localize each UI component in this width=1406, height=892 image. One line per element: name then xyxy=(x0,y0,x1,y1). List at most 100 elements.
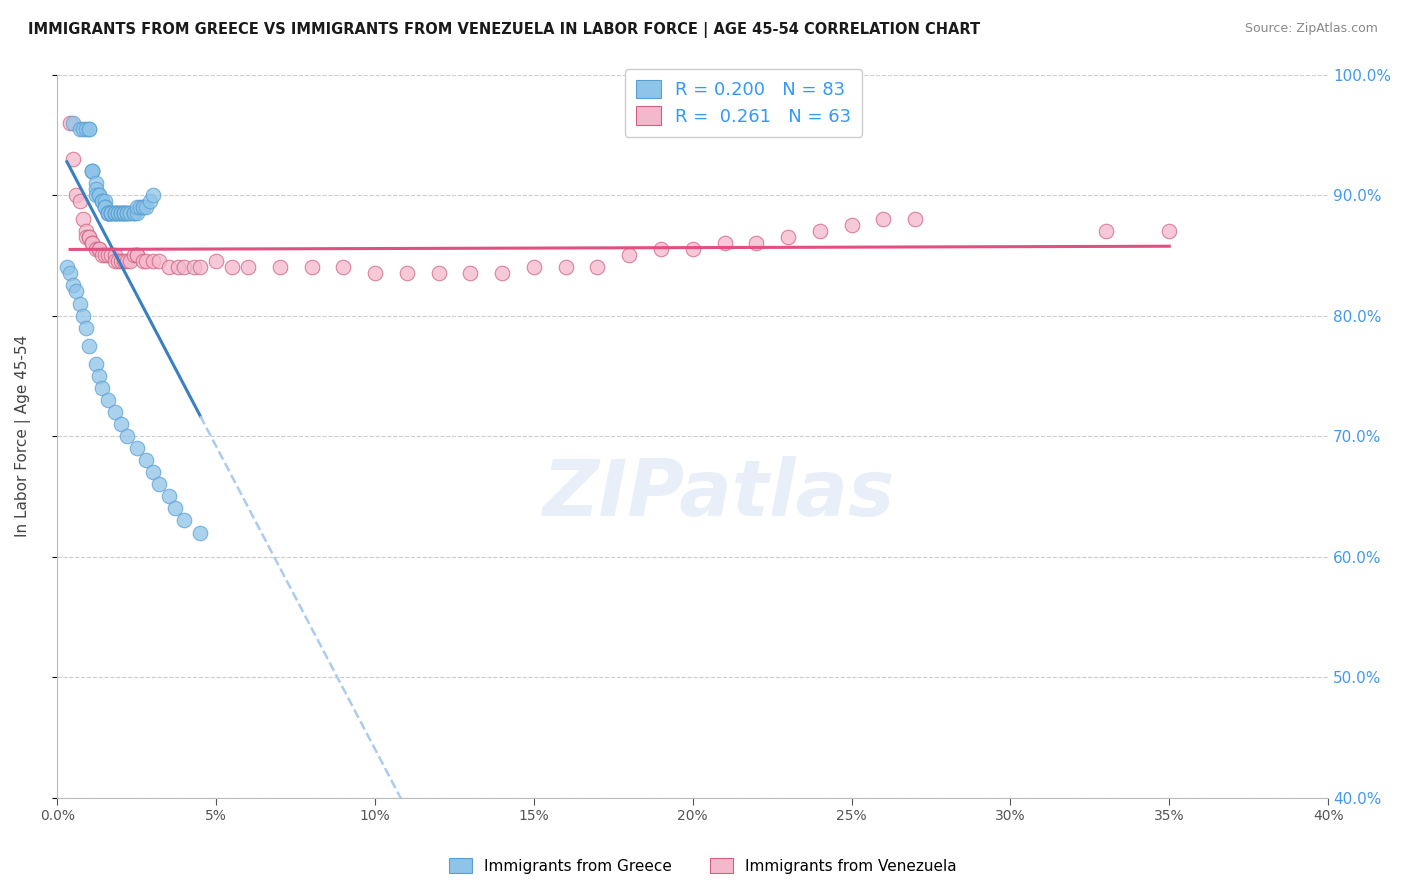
Point xyxy=(682,242,704,256)
Point xyxy=(107,206,129,220)
Point xyxy=(100,206,122,220)
Point xyxy=(87,242,110,256)
Point xyxy=(94,200,117,214)
Point xyxy=(129,200,152,214)
Point xyxy=(125,248,148,262)
Point xyxy=(122,206,145,220)
Point xyxy=(117,206,139,220)
Point xyxy=(97,206,120,220)
Point xyxy=(94,200,117,214)
Point xyxy=(62,116,84,130)
Point xyxy=(94,200,117,214)
Point xyxy=(132,254,155,268)
Point xyxy=(69,296,91,310)
Point xyxy=(75,121,97,136)
Point xyxy=(103,206,125,220)
Point xyxy=(221,260,243,275)
Point xyxy=(188,525,211,540)
Point xyxy=(427,266,450,280)
Point xyxy=(745,236,768,251)
Point xyxy=(1094,224,1116,238)
Point xyxy=(69,194,91,208)
Point xyxy=(122,206,145,220)
Point xyxy=(117,206,139,220)
Point xyxy=(183,260,205,275)
Point xyxy=(97,248,120,262)
Point xyxy=(142,465,165,479)
Point xyxy=(90,381,112,395)
Point xyxy=(1159,224,1181,238)
Point xyxy=(523,260,546,275)
Point xyxy=(77,230,100,244)
Point xyxy=(97,206,120,220)
Point xyxy=(269,260,291,275)
Point xyxy=(107,206,129,220)
Point xyxy=(82,236,104,251)
Point xyxy=(110,254,132,268)
Point xyxy=(142,188,165,202)
Point xyxy=(142,254,165,268)
Point xyxy=(904,212,927,227)
Point xyxy=(59,116,82,130)
Point xyxy=(236,260,259,275)
Point xyxy=(103,405,125,419)
Point xyxy=(75,230,97,244)
Point xyxy=(619,248,641,262)
Point xyxy=(112,206,135,220)
Point xyxy=(650,242,672,256)
Point xyxy=(65,188,87,202)
Point xyxy=(120,206,142,220)
Point xyxy=(65,285,87,299)
Point xyxy=(87,188,110,202)
Point xyxy=(103,248,125,262)
Point xyxy=(135,453,157,467)
Point xyxy=(808,224,831,238)
Point xyxy=(59,266,82,280)
Point xyxy=(69,121,91,136)
Point xyxy=(125,441,148,455)
Point xyxy=(84,242,107,256)
Point xyxy=(97,392,120,407)
Point xyxy=(84,176,107,190)
Point xyxy=(84,182,107,196)
Point xyxy=(90,194,112,208)
Point xyxy=(77,121,100,136)
Point xyxy=(90,194,112,208)
Point xyxy=(110,206,132,220)
Point xyxy=(125,248,148,262)
Point xyxy=(90,194,112,208)
Point xyxy=(110,206,132,220)
Point xyxy=(713,236,735,251)
Point xyxy=(77,339,100,353)
Point xyxy=(120,206,142,220)
Point xyxy=(135,200,157,214)
Point xyxy=(90,248,112,262)
Point xyxy=(778,230,800,244)
Point xyxy=(125,206,148,220)
Point xyxy=(72,212,94,227)
Point xyxy=(56,260,79,275)
Point xyxy=(148,254,170,268)
Point xyxy=(100,206,122,220)
Point xyxy=(132,200,155,214)
Point xyxy=(112,206,135,220)
Point xyxy=(82,164,104,178)
Point xyxy=(110,206,132,220)
Text: Source: ZipAtlas.com: Source: ZipAtlas.com xyxy=(1244,22,1378,36)
Point xyxy=(72,121,94,136)
Point xyxy=(163,501,186,516)
Point xyxy=(112,206,135,220)
Legend: R = 0.200   N = 83, R =  0.261   N = 63: R = 0.200 N = 83, R = 0.261 N = 63 xyxy=(624,69,862,136)
Point xyxy=(75,320,97,334)
Point xyxy=(94,248,117,262)
Point xyxy=(167,260,190,275)
Point xyxy=(872,212,894,227)
Point xyxy=(100,206,122,220)
Point xyxy=(148,477,170,491)
Text: IMMIGRANTS FROM GREECE VS IMMIGRANTS FROM VENEZUELA IN LABOR FORCE | AGE 45-54 C: IMMIGRANTS FROM GREECE VS IMMIGRANTS FRO… xyxy=(28,22,980,38)
Text: ZIPatlas: ZIPatlas xyxy=(543,456,894,532)
Point xyxy=(157,260,180,275)
Point xyxy=(82,236,104,251)
Point xyxy=(460,266,482,280)
Point xyxy=(103,254,125,268)
